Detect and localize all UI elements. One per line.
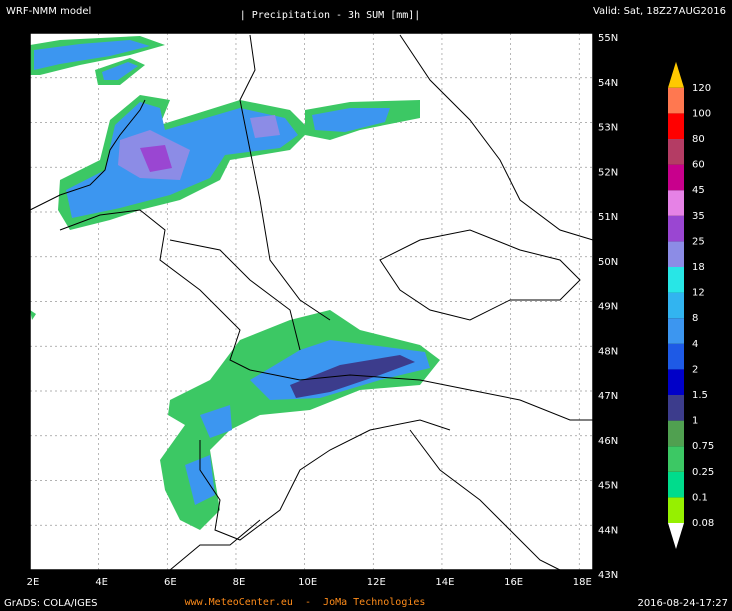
country-borders xyxy=(29,34,594,571)
colorbar-box xyxy=(668,139,684,165)
colorbar-box xyxy=(668,497,684,523)
lon-tick-label: 16E xyxy=(504,577,523,588)
colorbar-label: 80 xyxy=(692,134,705,145)
colorbar-box xyxy=(668,343,684,370)
colorbar-label: 8 xyxy=(692,313,698,324)
colorbar-below xyxy=(668,523,684,549)
lat-tick-label: 55N xyxy=(598,33,618,44)
lat-tick-label: 44N xyxy=(598,525,618,536)
map-title: | Precipitation - 3h SUM [mm]| xyxy=(240,10,421,21)
colorbar-box xyxy=(668,87,684,114)
lon-tick-label: 8E xyxy=(233,577,246,588)
lon-tick-label: 12E xyxy=(367,577,386,588)
map: 2E 4E 6E 8E 10E 12E 14E 16E 18E 43N 44N 45N 46N 47N 48… xyxy=(27,32,619,588)
colorbar-label: 45 xyxy=(692,185,705,196)
colorbar-label: 0.1 xyxy=(692,492,708,503)
lat-tick-label: 54N xyxy=(598,78,618,89)
colorbar-box xyxy=(668,471,684,498)
lon-tick-label: 18E xyxy=(573,577,592,588)
lon-tick-label: 14E xyxy=(435,577,454,588)
lon-tick-label: 4E xyxy=(95,577,108,588)
colorbar-box xyxy=(668,215,684,242)
colorbar-box xyxy=(668,190,684,216)
timestamp: 2016-08-24-17:27 xyxy=(637,598,728,609)
lat-tick-label: 43N xyxy=(598,570,618,581)
lat-tick-label: 52N xyxy=(598,167,618,178)
colorbar-label: 35 xyxy=(692,211,705,222)
colorbar-label: 0.75 xyxy=(692,441,714,452)
lat-tick-label: 46N xyxy=(598,436,618,447)
colorbar-box xyxy=(668,113,684,139)
colorbar-label: 60 xyxy=(692,160,705,171)
colorbar: 0.08 0.1 0.25 0.75 1 1.5 2 4 8 12 18 25 35 45 60 80 100 1… xyxy=(668,61,714,549)
site-credit: www.MeteoCenter.eu - JoMa Technologies xyxy=(185,597,426,608)
colorbar-label: 2 xyxy=(692,364,698,375)
lon-tick-label: 10E xyxy=(298,577,317,588)
lat-tick-label: 45N xyxy=(598,481,618,492)
axis-labels: 2E 4E 6E 8E 10E 12E 14E 16E 18E 43N 44N 45N 46N 47N 48… xyxy=(27,33,619,588)
colorbar-box xyxy=(668,241,684,267)
colorbar-box xyxy=(668,446,684,472)
precipitation-fields xyxy=(30,36,440,530)
model-name: WRF-NMM model xyxy=(6,6,91,17)
colorbar-box xyxy=(668,267,684,293)
colorbar-label: 1.5 xyxy=(692,390,708,401)
lat-tick-label: 53N xyxy=(598,123,618,134)
colorbar-label: 0.08 xyxy=(692,518,714,529)
valid-time: Valid: Sat, 18Z27AUG2016 xyxy=(593,6,726,17)
colorbar-label: 1 xyxy=(692,416,698,427)
colorbar-label: 120 xyxy=(692,83,711,94)
colorbar-label: 25 xyxy=(692,236,705,247)
colorbar-box xyxy=(668,318,684,344)
colorbar-label: 4 xyxy=(692,339,698,350)
colorbar-box xyxy=(668,164,684,191)
colorbar-label: 100 xyxy=(692,108,711,119)
lon-tick-label: 2E xyxy=(27,577,40,588)
colorbar-above xyxy=(668,61,684,88)
software-credit: GrADS: COLA/IGES xyxy=(4,598,98,609)
lat-tick-label: 47N xyxy=(598,391,618,402)
lat-tick-label: 50N xyxy=(598,257,618,268)
colorbar-label: 18 xyxy=(692,262,705,273)
colorbar-box xyxy=(668,420,684,447)
lat-tick-label: 51N xyxy=(598,212,618,223)
colorbar-box xyxy=(668,292,684,319)
lat-tick-label: 49N xyxy=(598,302,618,313)
lon-tick-label: 6E xyxy=(164,577,177,588)
colorbar-label: 0.25 xyxy=(692,467,714,478)
colorbar-box xyxy=(668,395,684,421)
colorbar-label: 12 xyxy=(692,288,705,299)
colorbar-box xyxy=(668,369,684,395)
lat-tick-label: 48N xyxy=(598,346,618,357)
